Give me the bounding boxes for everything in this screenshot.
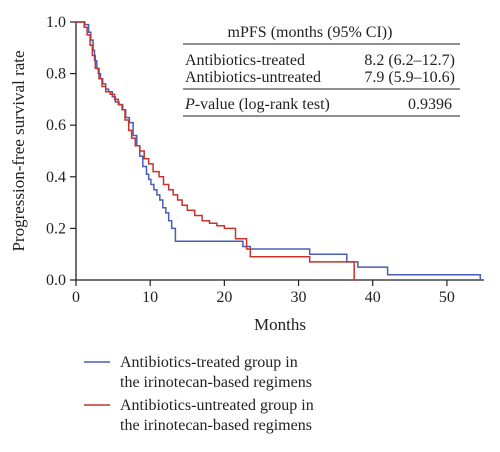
x-tick-label: 10 [142, 289, 158, 306]
y-axis-title: Progression-free survival rate [9, 50, 28, 251]
pvalue-label: P-value (log-rank test) [184, 96, 330, 113]
x-tick-label: 50 [439, 289, 455, 306]
y-tick-label: 0.6 [46, 117, 66, 134]
x-tick-label: 20 [216, 289, 232, 306]
legend-item-untreated: Antibiotics-untreated group in the irino… [84, 397, 314, 434]
series-layer [76, 21, 482, 281]
pvalue-label-rest: -value (log-rank test) [195, 96, 330, 113]
y-tick-label: 0.0 [46, 272, 66, 289]
legend-label-line2: the irinotecan-based regimens [120, 374, 312, 391]
plot-area: 0.0 0.2 0.4 0.6 0.8 1.0 0 10 20 30 40 50 [46, 14, 484, 306]
pvalue-value: 0.9396 [408, 96, 452, 113]
stats-table: mPFS (months (95% CI)) Antibiotics-treat… [183, 24, 460, 117]
legend-label-line1: Antibiotics-treated group in [120, 354, 298, 371]
y-tick-label: 0.4 [46, 169, 66, 186]
y-tick-label: 1.0 [46, 14, 66, 31]
legend-item-treated: Antibiotics-treated group in the irinote… [84, 354, 312, 391]
x-ticks: 0 10 20 30 40 50 [72, 280, 455, 306]
stats-row-value: 7.9 (5.9–10.6) [364, 69, 455, 86]
stats-row-label: Antibiotics-untreated [185, 69, 321, 86]
stats-row-value: 8.2 (6.2–12.7) [364, 52, 455, 69]
x-tick-label: 30 [291, 289, 307, 306]
legend-label-line2: the irinotecan-based regimens [120, 417, 312, 434]
x-tick-label: 0 [72, 289, 80, 306]
stats-header: mPFS (months (95% CI)) [228, 24, 393, 41]
legend-label-line1: Antibiotics-untreated group in [120, 397, 314, 414]
y-ticks: 0.0 0.2 0.4 0.6 0.8 1.0 [46, 14, 76, 289]
x-axis-title: Months [254, 315, 306, 334]
y-tick-label: 0.2 [46, 220, 66, 237]
stats-row-label: Antibiotics-treated [185, 52, 305, 69]
pvalue-label-italic: P [184, 96, 195, 113]
x-tick-label: 40 [365, 289, 381, 306]
y-tick-label: 0.8 [46, 66, 66, 83]
series-line-untreated [76, 21, 355, 281]
legend: Antibiotics-treated group in the irinote… [84, 354, 314, 434]
